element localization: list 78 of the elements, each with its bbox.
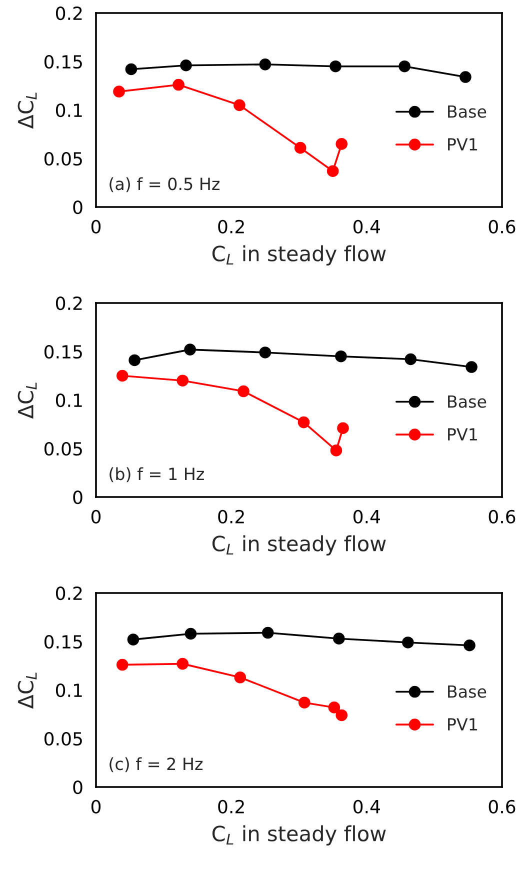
y-tick-label: 0.1: [56, 683, 82, 698]
x-tick-label: 0.6: [488, 220, 516, 234]
x-tick-label: 0: [91, 800, 101, 814]
y-tick-label: 0: [73, 780, 82, 794]
point: [294, 142, 306, 154]
point: [116, 370, 128, 382]
y-axis-title: ΔC$_{L}$: [18, 382, 37, 419]
point: [464, 639, 476, 652]
legend-label: Base: [448, 685, 486, 698]
y-tick-label: 0.2: [56, 586, 82, 600]
point: [466, 361, 478, 373]
y-axis-title: ΔC$_{L}$: [18, 92, 37, 129]
point: [180, 59, 192, 72]
point: [328, 702, 340, 714]
x-tick-label: 0.2: [218, 220, 244, 234]
point: [113, 86, 125, 98]
y-tick-label: 0: [73, 200, 82, 214]
point: [333, 632, 345, 644]
y-tick-label: 0.15: [44, 54, 82, 69]
x-tick-label: 0: [91, 510, 101, 524]
y-tick-label: 0.05: [44, 152, 82, 166]
point: [259, 346, 272, 358]
point: [402, 636, 414, 648]
point: [127, 634, 140, 646]
point: [116, 658, 128, 671]
point: [330, 444, 342, 456]
point: [234, 99, 246, 112]
point: [184, 628, 197, 640]
x-tick-label: 0.6: [488, 800, 516, 814]
point: [326, 165, 339, 178]
x-tick-label: 0.2: [218, 510, 244, 524]
y-tick-label: 0.1: [56, 103, 82, 118]
point: [330, 60, 342, 72]
y-tick-label: 0.05: [44, 732, 82, 746]
point: [234, 671, 246, 684]
x-axis-title: C$_{L}$ in steady flow: [212, 245, 386, 266]
point: [262, 626, 274, 639]
point: [176, 658, 189, 670]
point: [259, 58, 272, 70]
y-tick-label: 0.2: [56, 296, 82, 310]
annotation: (c) f = 2 Hz: [110, 757, 203, 772]
point: [460, 71, 472, 83]
x-tick-label: 0: [91, 220, 101, 234]
legend-label: PV1: [448, 428, 477, 440]
point: [336, 138, 348, 150]
point: [176, 374, 189, 387]
y-tick-label: 0.1: [56, 393, 82, 408]
x-tick-label: 0.4: [354, 800, 380, 814]
legend-label: PV1: [448, 718, 477, 730]
legend-label: Base: [448, 395, 486, 408]
x-axis-title: C$_{L}$ in steady flow: [212, 825, 386, 846]
x-axis-title: C$_{L}$ in steady flow: [212, 535, 386, 556]
y-tick-label: 0.15: [44, 344, 82, 359]
point: [172, 78, 184, 91]
point: [128, 354, 140, 366]
point: [336, 709, 348, 722]
point: [184, 344, 196, 356]
point: [335, 350, 347, 362]
y-tick-label: 0: [73, 490, 82, 504]
y-tick-label: 0.05: [44, 442, 82, 456]
point: [298, 416, 310, 428]
point: [404, 353, 417, 366]
x-tick-label: 0.4: [354, 220, 380, 234]
point: [125, 63, 138, 76]
annotation: (b) f = 1 Hz: [110, 467, 204, 482]
x-tick-label: 0.2: [218, 800, 244, 814]
point: [337, 422, 349, 434]
y-tick-label: 0.2: [56, 6, 82, 20]
y-tick-label: 0.15: [44, 634, 82, 649]
legend-label: PV1: [448, 138, 477, 150]
legend-label: Base: [448, 105, 486, 118]
annotation: (a) f = 0.5 Hz: [110, 177, 220, 192]
x-tick-label: 0.6: [488, 510, 516, 524]
point: [298, 696, 310, 709]
point: [238, 385, 250, 398]
point: [398, 60, 410, 72]
x-tick-label: 0.4: [354, 510, 380, 524]
y-axis-title: ΔC$_{L}$: [18, 672, 37, 709]
